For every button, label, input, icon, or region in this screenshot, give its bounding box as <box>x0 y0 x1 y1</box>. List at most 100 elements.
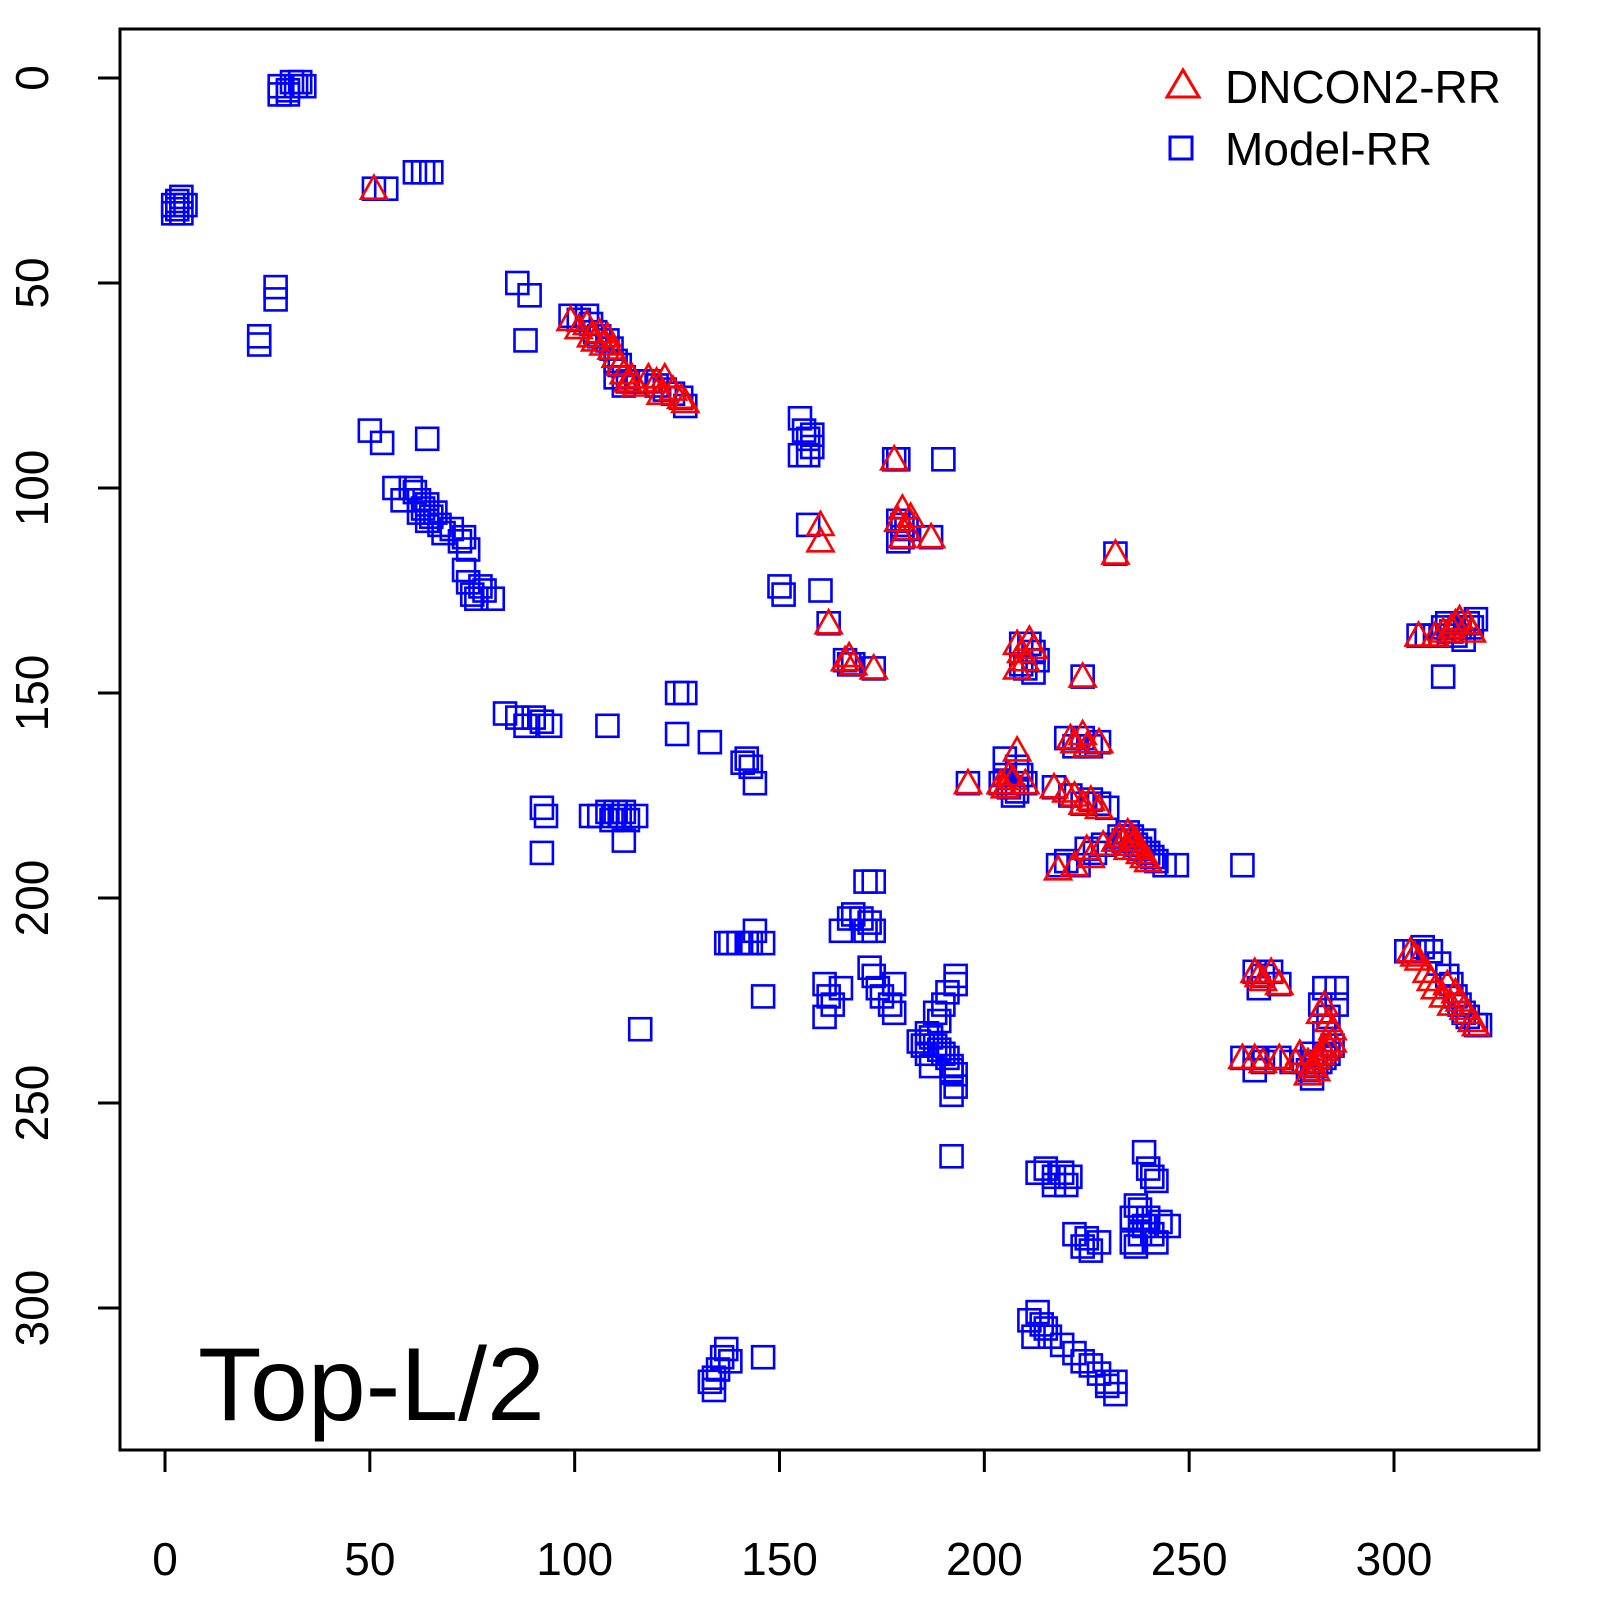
dncon2-rr-point <box>952 767 984 795</box>
model-rr-point <box>664 680 690 706</box>
dncon2-rr-point <box>1116 820 1148 848</box>
dncon2-rr-point <box>915 521 947 549</box>
dncon2-rr-point <box>1038 771 1070 799</box>
dncon2-rr-point <box>1112 833 1143 861</box>
model-rr-point <box>939 1082 964 1108</box>
model-rr-point <box>369 430 395 456</box>
dncon2-rr-point <box>1018 632 1049 660</box>
model-rr-point <box>713 1336 739 1362</box>
model-rr-point <box>418 160 444 185</box>
model-rr-point <box>812 971 837 997</box>
plot-frame <box>118 27 1541 1452</box>
dncon2-rr-point <box>1317 1013 1348 1041</box>
dncon2-rr-point <box>1444 603 1475 631</box>
x-tick-label: 150 <box>741 1533 818 1585</box>
model-rr-point <box>701 1377 727 1403</box>
y-tick-label: 250 <box>6 1065 58 1142</box>
model-rr-point <box>1078 1353 1104 1378</box>
model-rr-point <box>943 1074 968 1099</box>
model-rr-point <box>881 971 907 997</box>
model-rr-point <box>1049 1160 1075 1185</box>
dncon2-rr-point <box>858 652 889 680</box>
model-rr-point <box>521 705 547 730</box>
model-rr-point <box>709 1344 735 1370</box>
x-tick-label: 100 <box>536 1533 613 1585</box>
x-axis: 0 50 100 150 200 250 300 <box>152 1448 1433 1585</box>
dncon2-rr-point <box>633 361 664 389</box>
model-rr-point <box>623 803 649 829</box>
model-rr-point <box>627 1016 653 1042</box>
model-rr-point <box>1324 975 1349 1001</box>
model-rr-point <box>291 73 317 99</box>
model-rr-point <box>537 713 563 739</box>
dncon2-rr-point <box>665 382 697 410</box>
x-tick-label: 300 <box>1356 1533 1433 1585</box>
dncon2-rr-point <box>1059 726 1090 754</box>
dncon2-rr-point <box>1292 1058 1324 1086</box>
dncon2-rr-point <box>1051 775 1082 803</box>
dncon2-rr-point <box>1403 943 1434 971</box>
dncon2-rr-point <box>1309 1034 1340 1061</box>
dncon2-rr-point <box>1264 968 1295 996</box>
dncon2-rr-point <box>1243 960 1275 988</box>
dncon2-rr-point <box>805 525 836 553</box>
model-rr-point <box>738 754 764 780</box>
x-tick-label: 200 <box>946 1533 1023 1585</box>
dncon2-rr-point <box>571 308 603 336</box>
model-rr-point <box>943 963 968 989</box>
model-rr-point <box>1062 1340 1087 1366</box>
dncon2-rr-point <box>1456 615 1488 643</box>
model-rr-point <box>926 1008 952 1034</box>
model-rr-point <box>943 971 968 997</box>
model-rr-point <box>513 713 538 739</box>
dncon2-rr-point <box>985 767 1016 795</box>
dncon2-rr-point <box>563 312 594 340</box>
model-rr-point <box>812 1004 837 1030</box>
dncon2-rr-point <box>805 509 836 537</box>
model-rr-point <box>414 426 440 452</box>
model-rr-point <box>1127 1197 1153 1222</box>
dncon2-rr-point <box>1083 726 1115 754</box>
model-rr-point <box>750 930 776 956</box>
model-rr-point <box>1242 1057 1268 1083</box>
model-rr-point <box>1041 1172 1067 1198</box>
model-rr-point <box>828 975 854 1001</box>
model-rr-point <box>795 426 821 452</box>
model-rr-point <box>1094 1373 1120 1399</box>
model-rr-point <box>246 332 272 357</box>
dncon2-rr-point <box>1001 652 1033 680</box>
model-rr-point <box>1021 1324 1046 1349</box>
legend: DNCON2-RR Model-RR <box>1164 61 1501 175</box>
model-rr-point <box>918 1053 944 1079</box>
model-rr-point <box>799 422 825 448</box>
dncon2-rr-point <box>1001 734 1033 762</box>
dncon2-rr-point <box>670 386 701 414</box>
dncon2-rr-point <box>1460 1009 1492 1037</box>
dncon2-rr-point <box>645 378 676 406</box>
model-rr-point <box>611 828 637 853</box>
model-rr-point <box>861 869 887 894</box>
x-tick-label: 0 <box>152 1533 178 1585</box>
model-rr-point <box>1025 1299 1050 1325</box>
model-rr-point <box>750 984 776 1009</box>
model-rr-point <box>513 328 538 353</box>
model-rr-point <box>615 807 641 833</box>
model-rr-point <box>701 1365 727 1390</box>
y-tick-label: 200 <box>6 860 58 937</box>
model-rr-point <box>853 869 878 894</box>
model-rr-point <box>406 500 432 525</box>
dncon2-rr-point <box>575 320 607 348</box>
model-rr-point <box>1139 1164 1165 1190</box>
model-rr-point <box>607 803 633 829</box>
model-rr-point <box>423 500 448 525</box>
model-rr-point <box>857 910 882 935</box>
legend-triangle-marker <box>1164 67 1202 99</box>
model-rr-point <box>529 840 555 866</box>
dncon2-rr-point <box>358 173 390 200</box>
y-tick-label: 150 <box>6 655 58 732</box>
legend-label-dncon2: DNCON2-RR <box>1225 61 1501 113</box>
model-rr-point <box>410 160 436 185</box>
model-rr-point <box>1086 1361 1112 1386</box>
model-rr-point <box>697 729 723 755</box>
dncon2-rr-point <box>997 763 1029 791</box>
